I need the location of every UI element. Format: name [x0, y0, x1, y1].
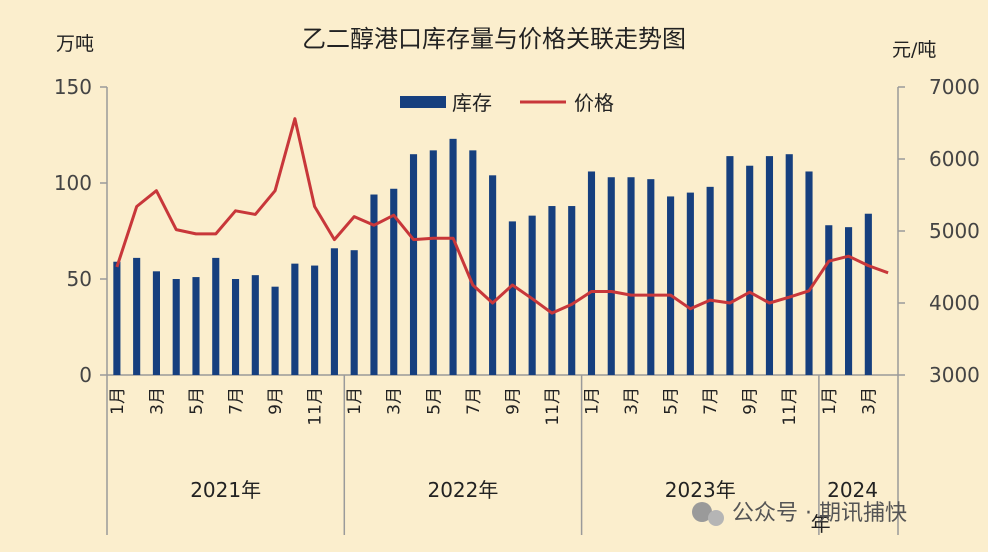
inventory-bar: [607, 177, 615, 375]
month-label: 9月: [266, 387, 286, 415]
left-tick-label: 100: [54, 171, 92, 195]
inventory-bar: [746, 165, 754, 375]
month-label: 5月: [187, 387, 207, 415]
inventory-bar: [390, 188, 398, 375]
inventory-bar: [350, 250, 358, 375]
inventory-bar: [271, 286, 279, 375]
left-tick-label: 150: [54, 75, 92, 99]
inventory-bar: [825, 225, 833, 375]
year-label: 2024 年: [811, 478, 878, 536]
right-tick-label: 6000: [929, 147, 980, 171]
year-label: 2022年: [427, 478, 498, 502]
inventory-bar: [785, 154, 793, 375]
inventory-bar: [805, 171, 813, 375]
right-tick-label: 5000: [929, 219, 980, 243]
month-label: 11月: [543, 387, 563, 426]
inventory-bar: [548, 206, 556, 375]
inventory-bar: [311, 265, 319, 375]
watermark: 公众号 · 期讯捕快: [692, 501, 907, 526]
inventory-bar: [449, 138, 457, 375]
inventory-bar: [172, 279, 180, 375]
wechat-icon: [692, 502, 712, 522]
month-label: 5月: [424, 387, 444, 415]
inventory-bar: [864, 213, 872, 375]
inventory-bar: [726, 156, 734, 375]
inventory-bar: [765, 156, 774, 375]
wechat-icon-bubble: [708, 510, 724, 526]
inventory-bar: [845, 227, 853, 375]
month-label: 7月: [227, 387, 247, 415]
month-label: 1月: [345, 387, 365, 415]
legend: 库存 价格: [400, 91, 614, 115]
inventory-bar: [291, 263, 299, 375]
inventory-bar: [647, 179, 655, 375]
price-line: [115, 117, 889, 315]
month-label: 5月: [662, 387, 682, 415]
inventory-bar: [429, 150, 437, 375]
month-label: 3月: [385, 387, 405, 415]
legend-bar-label: 库存: [452, 91, 492, 115]
right-axis-unit: 元/吨: [892, 39, 936, 61]
inventory-bar: [152, 271, 160, 375]
inventory-bar: [133, 257, 141, 375]
inventory-bar: [706, 186, 714, 375]
inventory-bar: [587, 171, 596, 375]
year-label: 2021年: [190, 478, 261, 502]
inventory-bar: [192, 277, 200, 375]
bar-series: [113, 138, 872, 375]
inventory-bar: [686, 192, 694, 375]
inventory-bar: [627, 177, 635, 375]
month-label: 1月: [108, 387, 128, 415]
month-label: 3月: [622, 387, 642, 415]
left-axis-unit: 万吨: [56, 33, 94, 55]
month-label: 3月: [859, 387, 879, 415]
month-label: 11月: [306, 387, 326, 426]
right-tick-label: 7000: [929, 75, 980, 99]
legend-line-label: 价格: [574, 91, 614, 115]
inventory-bar: [489, 175, 497, 375]
year-label: 2023年: [665, 478, 736, 502]
inventory-bar: [568, 206, 576, 375]
inventory-bar: [667, 196, 675, 375]
inventory-bar: [508, 221, 516, 375]
inventory-bar: [370, 194, 378, 375]
axes: 0 50 100 150 3000 4000 5000 6000 7000 2021年 2022年 2…: [54, 75, 980, 536]
line-series: [115, 117, 889, 315]
month-label: 9月: [503, 387, 523, 415]
month-label: 9月: [741, 387, 761, 415]
right-tick-label: 4000: [929, 291, 980, 315]
month-label: 7月: [464, 387, 484, 415]
inventory-bar: [251, 275, 259, 375]
month-label: 7月: [701, 387, 721, 415]
inventory-bar: [231, 279, 240, 375]
month-label: 1月: [582, 387, 602, 415]
inventory-bar: [528, 215, 536, 375]
month-label: 1月: [820, 387, 840, 415]
inventory-bar: [212, 257, 220, 375]
inventory-bar: [113, 261, 121, 375]
left-tick-label: 0: [79, 363, 92, 387]
month-label: 3月: [147, 387, 167, 415]
chart-title: 乙二醇港口库存量与价格关联走势图: [302, 25, 686, 53]
inventory-bar: [469, 150, 477, 375]
legend-bar-swatch: [400, 96, 446, 108]
left-tick-label: 50: [67, 267, 92, 291]
inventory-bar: [330, 248, 338, 375]
watermark-text: 公众号 · 期讯捕快: [732, 501, 907, 526]
right-tick-label: 3000: [929, 363, 980, 387]
month-label: 11月: [780, 387, 800, 426]
inventory-bar: [409, 154, 418, 375]
